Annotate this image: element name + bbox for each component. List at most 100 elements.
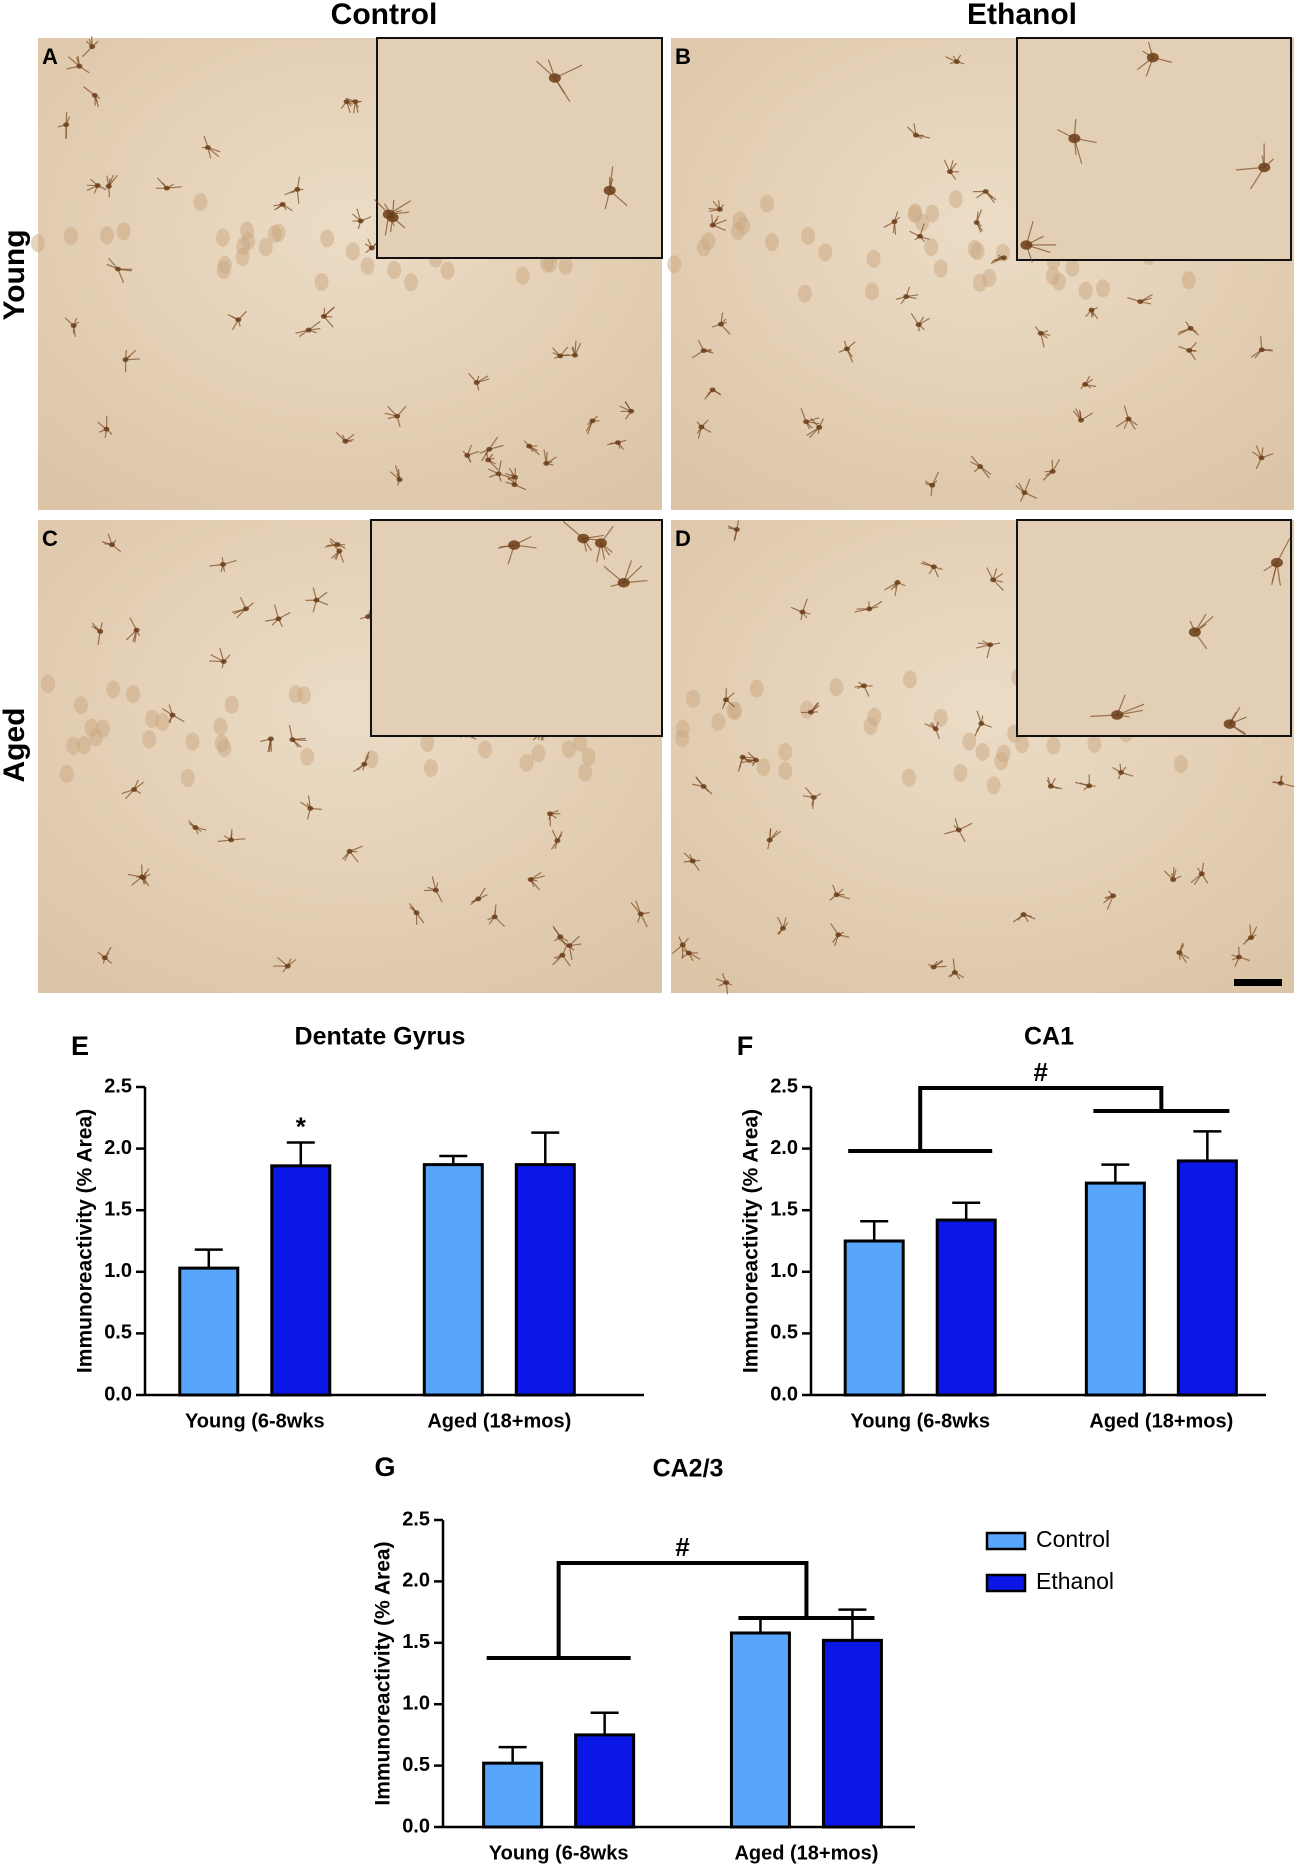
cell — [799, 609, 806, 615]
cell — [930, 564, 937, 570]
nucleus — [404, 273, 419, 292]
nucleus — [59, 765, 74, 784]
y-tick-label: 2.5 — [104, 1075, 132, 1097]
cell — [603, 185, 616, 196]
legend-swatch — [985, 1573, 1027, 1593]
cell — [491, 914, 498, 920]
cell — [76, 63, 83, 69]
x-tick-label: Young (6-8wks — [489, 1842, 629, 1864]
nucleus — [126, 684, 141, 703]
cell — [1000, 255, 1007, 261]
nucleus — [1181, 271, 1196, 290]
nucleus — [155, 712, 170, 731]
nucleus — [778, 762, 793, 781]
cell — [835, 932, 842, 938]
cell — [275, 616, 282, 622]
cell — [122, 357, 129, 363]
nucleus — [801, 226, 816, 245]
cell — [396, 477, 403, 483]
cell — [1049, 469, 1056, 474]
process — [273, 604, 280, 619]
nucleus — [423, 759, 438, 778]
cell — [709, 387, 716, 393]
nucleus — [142, 730, 157, 749]
nucleus — [300, 747, 315, 766]
nucleus — [519, 753, 534, 772]
cell — [953, 59, 960, 65]
cell — [679, 942, 686, 948]
bracket — [918, 1086, 1164, 1151]
inset — [370, 519, 663, 737]
cell — [833, 892, 840, 898]
bar — [935, 1218, 997, 1397]
nucleus — [66, 736, 81, 755]
y-tick-label: 2.5 — [402, 1508, 430, 1530]
cell — [235, 317, 242, 323]
process — [288, 725, 294, 740]
cell — [242, 606, 249, 612]
bar — [1084, 1181, 1146, 1397]
cell — [63, 122, 70, 128]
nucleus — [996, 744, 1011, 763]
bar — [843, 1239, 905, 1397]
nucleus — [581, 747, 596, 766]
nucleus — [63, 226, 78, 245]
cell — [1146, 52, 1159, 63]
nucleus — [216, 260, 231, 279]
cell — [1188, 627, 1201, 637]
cell — [473, 380, 480, 385]
y-tick-label: 1.5 — [104, 1198, 132, 1220]
panel-letter: D — [675, 526, 691, 551]
nucleus — [797, 284, 812, 303]
panel-letter: C — [42, 526, 58, 551]
cell — [1258, 162, 1271, 173]
cell — [464, 453, 471, 458]
x-tick-label: Aged (18+mos) — [1089, 1410, 1233, 1432]
nucleus — [360, 257, 375, 276]
nucleus — [756, 758, 771, 777]
cell — [860, 683, 867, 689]
cell — [1137, 299, 1144, 305]
cell — [334, 542, 341, 547]
nucleus — [696, 238, 711, 257]
nucleus — [970, 242, 985, 261]
cell — [929, 482, 936, 488]
cell — [894, 580, 901, 585]
nucleus — [933, 708, 948, 727]
nucleus — [185, 732, 200, 751]
chart-title: CA2/3 — [653, 1455, 724, 1483]
nucleus — [1065, 258, 1080, 277]
significance: * — [296, 1111, 307, 1141]
nucleus — [778, 742, 793, 761]
bar — [178, 1266, 240, 1397]
y-tick-label: 1.5 — [402, 1631, 430, 1653]
nucleus — [818, 243, 833, 262]
y-tick-label: 0.5 — [402, 1754, 430, 1776]
nucleus — [667, 255, 682, 274]
cell — [1077, 417, 1084, 423]
cell — [495, 471, 502, 477]
y-axis-label: Immunoreactivity (% Area) — [372, 1541, 395, 1805]
bar — [482, 1761, 544, 1829]
cell — [1068, 133, 1081, 144]
cell — [527, 877, 534, 882]
cell — [717, 321, 724, 327]
cell — [977, 464, 984, 469]
x-tick-label: Young (6-8wks — [850, 1410, 990, 1432]
nucleus — [235, 247, 250, 266]
significance: # — [675, 1532, 690, 1562]
nucleus — [213, 717, 228, 736]
cell — [807, 709, 814, 715]
significance: # — [1034, 1057, 1049, 1087]
process — [568, 945, 573, 961]
nucleus — [515, 266, 530, 285]
cell — [1020, 240, 1033, 250]
cell — [637, 911, 644, 917]
cell — [1111, 710, 1124, 720]
nucleus — [953, 763, 968, 782]
cell — [930, 964, 937, 970]
cell — [543, 461, 550, 466]
y-tick-label: 0.5 — [104, 1322, 132, 1344]
cell — [365, 614, 372, 620]
